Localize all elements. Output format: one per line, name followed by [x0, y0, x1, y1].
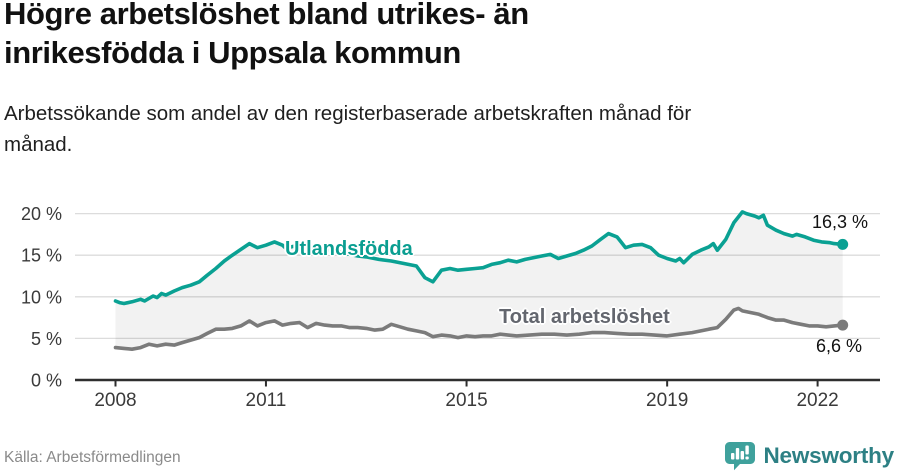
newsworthy-logo[interactable]: Newsworthy: [724, 441, 894, 471]
end-value-utlandsfodda: 16,3 %: [812, 212, 869, 232]
x-tick-label-2022: 2022: [796, 390, 838, 411]
brand-name: Newsworthy: [763, 443, 894, 468]
chart-title: Högre arbetslöshet bland utrikes- än inr…: [4, 0, 884, 72]
bar-chart-glyph: [731, 445, 750, 460]
y-tick-label-10: 10 %: [21, 287, 62, 307]
chart-subtitle-line2: månad.: [4, 133, 73, 156]
y-tick-label-15: 15 %: [21, 246, 62, 266]
y-tick-label-20: 20 %: [21, 204, 62, 224]
series-label-total-arbetsloshet: Total arbetslöshet: [499, 306, 670, 328]
chart-subtitle-line1: Arbetssökande som andel av den registerb…: [4, 102, 692, 125]
x-tick-label-2011: 2011: [246, 390, 287, 411]
source-credit: Källa: Arbetsförmedlingen: [4, 449, 181, 466]
chart-title-line1: Högre arbetslöshet bland utrikes- än: [4, 0, 529, 31]
end-dot-series-1: [837, 319, 849, 331]
line-series-0: [113, 210, 845, 306]
x-tick-label-2015: 2015: [445, 390, 487, 411]
speech-bubble-shape: [725, 442, 756, 471]
chart-subtitle: Arbetssökande som andel av den registerb…: [4, 98, 884, 160]
end-value-total: 6,6 %: [816, 336, 863, 356]
series-label-utlandsfodda: Utlandsfödda: [285, 238, 413, 260]
chart-title-line2: inrikesfödda i Uppsala kommun: [4, 35, 461, 70]
x-tick-label-2019: 2019: [646, 390, 688, 411]
unemployment-line-chart: 2008 2011 2015 2019 2022 0 % 5 % 10 % 15 % 20 %: [21, 204, 880, 411]
y-tick-label-5: 5 %: [31, 329, 62, 349]
y-tick-label-0: 0 %: [31, 371, 62, 391]
x-tick-label-2008: 2008: [94, 390, 136, 411]
newsworthy-bubble-chart-icon: [725, 442, 756, 471]
end-dot-series-0: [837, 238, 849, 250]
line-series-1: [113, 306, 845, 351]
